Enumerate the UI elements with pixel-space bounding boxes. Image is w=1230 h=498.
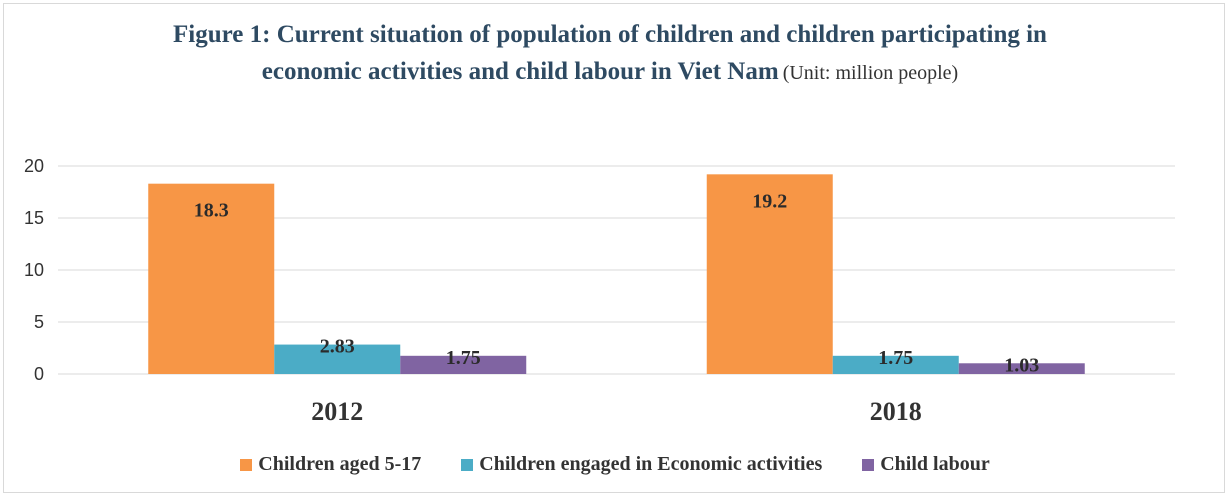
chart-title-block: Figure 1: Current situation of populatio… [120, 18, 1100, 92]
legend: Children aged 5-17 Children engaged in Ec… [0, 453, 1230, 476]
y-tick-label: 0 [34, 364, 44, 384]
y-tick-label: 20 [24, 156, 44, 176]
bar-2018-series-0 [706, 174, 833, 374]
data-label: 1.75 [446, 347, 481, 369]
x-category-label: 2012 [311, 397, 363, 426]
y-tick-label: 5 [34, 312, 44, 332]
data-label: 1.03 [1004, 354, 1039, 376]
bar-2012-series-2 [400, 355, 527, 374]
y-tick-label: 10 [24, 260, 44, 280]
y-tick-label: 15 [24, 208, 44, 228]
legend-label: Child labour [880, 453, 990, 475]
x-category-label: 2018 [870, 397, 922, 426]
bar-2012-series-0 [148, 183, 275, 374]
legend-item-0: Children aged 5-17 [240, 453, 421, 476]
legend-swatch [461, 458, 474, 471]
bar-2018-series-2 [958, 363, 1085, 374]
legend-label: Children aged 5-17 [258, 453, 422, 475]
bar-2018-series-1 [832, 355, 959, 374]
chart-title: Figure 1: Current situation of populatio… [173, 21, 1047, 85]
bar-chart: 0 5 10 15 20 18.3 2.83 1.75 2012 19.2 1.75 1.03 2018 [24, 156, 1175, 426]
data-label: 1.75 [878, 347, 913, 369]
legend-swatch [862, 458, 875, 471]
data-label: 19.2 [752, 190, 787, 212]
data-label: 2.83 [320, 336, 355, 358]
legend-item-2: Child labour [862, 453, 990, 476]
chart-frame [3, 3, 1225, 493]
legend-label: Children engaged in Economic activities [479, 453, 823, 475]
chart-subtitle: (Unit: million people) [782, 62, 959, 84]
legend-item-1: Children engaged in Economic activities [461, 453, 822, 476]
legend-swatch [240, 458, 253, 471]
data-label: 18.3 [194, 200, 229, 222]
bar-2012-series-1 [274, 344, 401, 374]
